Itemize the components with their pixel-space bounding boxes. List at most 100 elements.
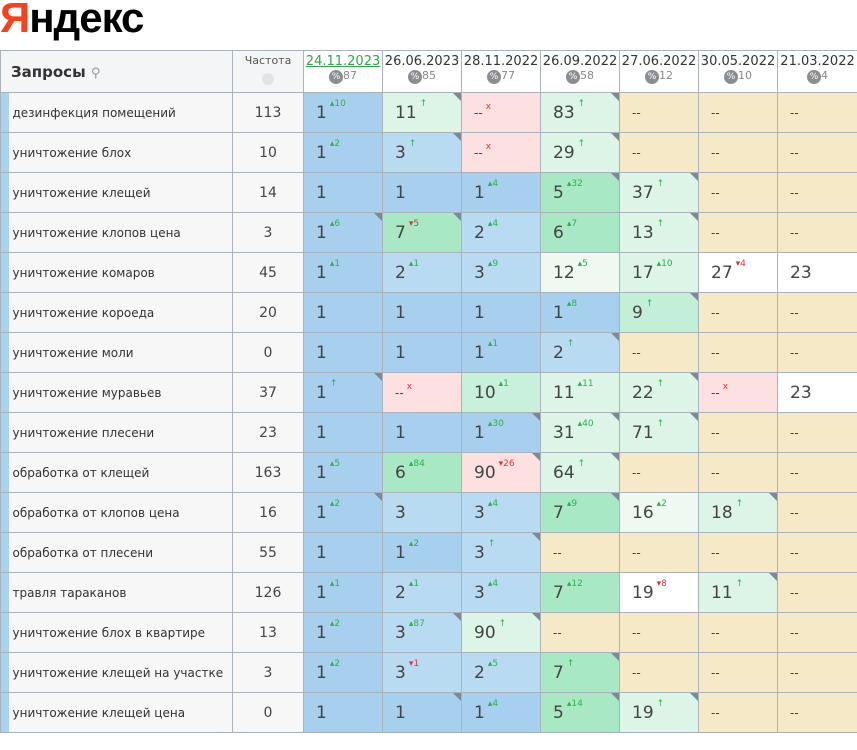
position-cell[interactable]: --	[777, 412, 857, 453]
query-name[interactable]: уничтожение клещей на участке	[8, 652, 234, 693]
position-cell[interactable]: --	[777, 612, 857, 653]
position-cell[interactable]: --	[698, 172, 779, 213]
position-cell[interactable]: --	[698, 212, 779, 253]
position-cell[interactable]: 17 ▴10	[619, 252, 700, 293]
date-label[interactable]: 28.11.2022	[463, 54, 539, 69]
position-cell[interactable]: 83 ↑	[540, 92, 621, 133]
position-cell[interactable]: 7 ▾5	[382, 212, 463, 253]
position-cell[interactable]: --	[777, 132, 857, 173]
position-cell[interactable]: --	[777, 692, 857, 733]
date-label[interactable]: 26.09.2022	[542, 54, 618, 69]
position-cell[interactable]: 11 ▴11	[540, 372, 621, 413]
query-name[interactable]: дезинфекция помещений	[8, 92, 234, 133]
queries-header[interactable]: Запросы ⚲	[0, 50, 234, 93]
position-cell[interactable]: --	[619, 132, 700, 173]
position-cell[interactable]: --	[777, 452, 857, 493]
position-cell[interactable]: 19 ▾8	[619, 572, 700, 613]
position-cell[interactable]: 1 ▴10	[303, 92, 384, 133]
date-label[interactable]: 26.06.2023	[384, 54, 460, 69]
position-cell[interactable]: --	[698, 332, 779, 373]
date-column-header[interactable]: 26.09.2022% 58	[540, 50, 621, 93]
position-cell[interactable]: 3 ↑	[461, 532, 542, 573]
position-cell[interactable]: --	[777, 292, 857, 333]
position-cell[interactable]: 1 ▴8	[540, 292, 621, 333]
position-cell[interactable]: 3 ▴87	[382, 612, 463, 653]
position-cell[interactable]: 9 ↑	[619, 292, 700, 333]
position-cell[interactable]: 22 ↑	[619, 372, 700, 413]
position-cell[interactable]: 1	[303, 292, 384, 333]
query-name[interactable]: травля тараканов	[8, 572, 234, 613]
position-cell[interactable]: 71 ↑	[619, 412, 700, 453]
date-label[interactable]: 27.06.2022	[621, 54, 697, 69]
position-cell[interactable]: 3 ▴4	[461, 492, 542, 533]
position-cell[interactable]: --	[698, 292, 779, 333]
position-cell[interactable]: 1	[461, 292, 542, 333]
query-name[interactable]: обработка от клопов цена	[8, 492, 234, 533]
position-cell[interactable]: 1 ▴5	[303, 452, 384, 493]
query-name[interactable]: уничтожение муравьев	[8, 372, 234, 413]
position-cell[interactable]: --	[777, 172, 857, 213]
position-cell[interactable]: --	[698, 452, 779, 493]
query-name[interactable]: уничтожение блох	[8, 132, 234, 173]
position-cell[interactable]: --	[777, 212, 857, 253]
position-cell[interactable]: 90 ▾26	[461, 452, 542, 493]
position-cell[interactable]: --	[777, 492, 857, 533]
position-cell[interactable]: 1 ↑	[303, 372, 384, 413]
position-cell[interactable]: --	[540, 532, 621, 573]
position-cell[interactable]: -- x	[698, 372, 779, 413]
position-cell[interactable]: 7 ▴9	[540, 492, 621, 533]
position-cell[interactable]: 2 ▴5	[461, 652, 542, 693]
position-cell[interactable]: --	[619, 332, 700, 373]
query-name[interactable]: уничтожение комаров	[8, 252, 234, 293]
date-column-header[interactable]: 27.06.2022% 12	[619, 50, 700, 93]
position-cell[interactable]: 90 ↑	[461, 612, 542, 653]
search-icon[interactable]: ⚲	[90, 65, 101, 81]
date-column-header[interactable]: 21.03.2022% 4	[777, 50, 857, 93]
position-cell[interactable]: 1	[382, 172, 463, 213]
position-cell[interactable]: --	[540, 612, 621, 653]
position-cell[interactable]: 1	[303, 412, 384, 453]
position-cell[interactable]: 1 ▴2	[303, 492, 384, 533]
position-cell[interactable]: 29 ↑	[540, 132, 621, 173]
query-name[interactable]: уничтожение клещей цена	[8, 692, 234, 733]
position-cell[interactable]: 13 ↑	[619, 212, 700, 253]
position-cell[interactable]: 31 ▴40	[540, 412, 621, 453]
position-cell[interactable]: 11 ↑	[698, 572, 779, 613]
position-cell[interactable]: 10 ▴1	[461, 372, 542, 413]
position-cell[interactable]: --	[698, 612, 779, 653]
position-cell[interactable]: --	[698, 532, 779, 573]
position-cell[interactable]: 2 ▴4	[461, 212, 542, 253]
position-cell[interactable]: -- x	[382, 372, 463, 413]
position-cell[interactable]: 1	[303, 172, 384, 213]
query-name[interactable]: обработка от клещей	[8, 452, 234, 493]
position-cell[interactable]: --	[698, 92, 779, 133]
position-cell[interactable]: 1	[303, 332, 384, 373]
position-cell[interactable]: 1 ▴4	[461, 172, 542, 213]
date-label[interactable]: 30.05.2022	[700, 54, 776, 69]
position-cell[interactable]: --	[619, 532, 700, 573]
position-cell[interactable]: 1 ▴30	[461, 412, 542, 453]
query-name[interactable]: уничтожение моли	[8, 332, 234, 373]
query-name[interactable]: уничтожение блох в квартире	[8, 612, 234, 653]
position-cell[interactable]: --	[777, 92, 857, 133]
position-cell[interactable]: 5 ▴32	[540, 172, 621, 213]
position-cell[interactable]: -- x	[461, 132, 542, 173]
date-label[interactable]: 21.03.2022	[780, 54, 855, 69]
position-cell[interactable]: 37 ↑	[619, 172, 700, 213]
date-column-header[interactable]: 30.05.2022% 10	[698, 50, 779, 93]
position-cell[interactable]: --	[619, 92, 700, 133]
position-cell[interactable]: 2 ↑	[540, 332, 621, 373]
position-cell[interactable]: 1 ▴4	[461, 692, 542, 733]
position-cell[interactable]: 27 ▾4	[698, 252, 779, 293]
position-cell[interactable]: 11 ↑	[382, 92, 463, 133]
position-cell[interactable]: 1	[382, 332, 463, 373]
position-cell[interactable]: --	[698, 652, 779, 693]
position-cell[interactable]: 1 ▴2	[382, 532, 463, 573]
position-cell[interactable]: 1 ▴6	[303, 212, 384, 253]
position-cell[interactable]: 19 ↑	[619, 692, 700, 733]
position-cell[interactable]: 1	[303, 532, 384, 573]
query-name[interactable]: уничтожение клещей	[8, 172, 234, 213]
position-cell[interactable]: 1	[382, 692, 463, 733]
position-cell[interactable]: 64 ↑	[540, 452, 621, 493]
position-cell[interactable]: 6 ▴84	[382, 452, 463, 493]
